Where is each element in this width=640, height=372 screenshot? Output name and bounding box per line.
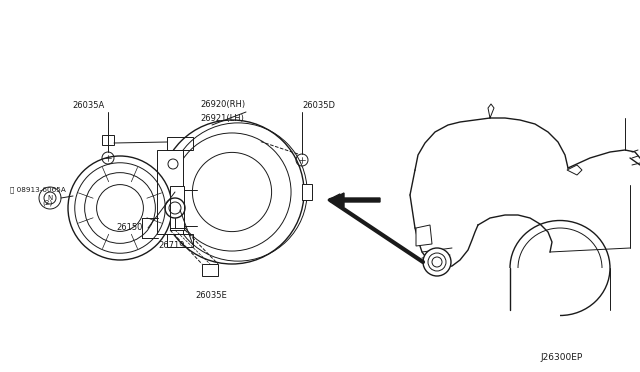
Text: Ⓝ 08913-6065A: Ⓝ 08913-6065A — [10, 187, 66, 193]
Text: J26300EP: J26300EP — [540, 353, 582, 362]
Text: N: N — [47, 195, 52, 201]
Circle shape — [97, 185, 143, 231]
Text: 26150: 26150 — [116, 224, 142, 232]
Polygon shape — [416, 225, 432, 246]
Circle shape — [423, 248, 451, 276]
Polygon shape — [567, 165, 582, 175]
FancyArrow shape — [328, 194, 340, 206]
Polygon shape — [202, 264, 218, 276]
Polygon shape — [170, 186, 184, 230]
Text: 26035A: 26035A — [72, 100, 104, 109]
Text: 26035D: 26035D — [302, 100, 335, 109]
Polygon shape — [302, 184, 312, 200]
Text: (2): (2) — [42, 200, 52, 206]
Text: 26921(LH): 26921(LH) — [200, 113, 244, 122]
Text: 26719: 26719 — [158, 241, 184, 250]
Polygon shape — [157, 150, 183, 234]
FancyArrow shape — [330, 193, 380, 207]
Text: 26920(RH): 26920(RH) — [200, 100, 245, 109]
Text: 26035E: 26035E — [195, 291, 227, 299]
